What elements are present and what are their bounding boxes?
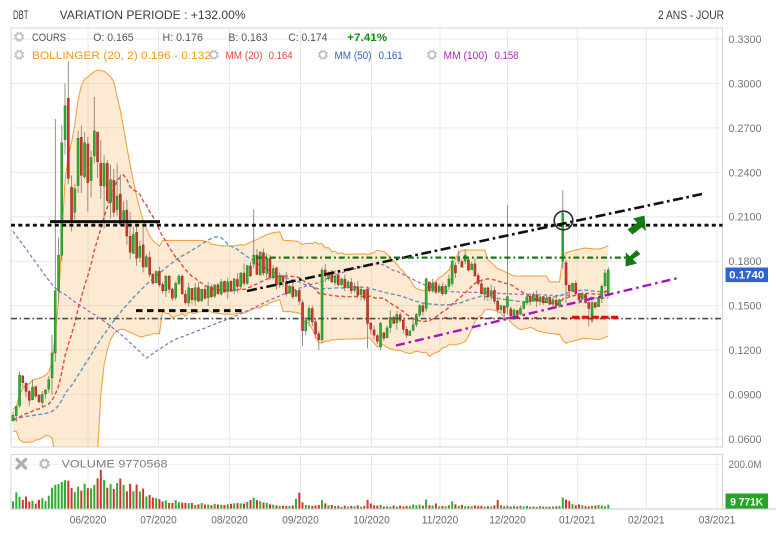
svg-text:0.2400: 0.2400 (729, 167, 762, 179)
svg-text:03/2021: 03/2021 (699, 515, 736, 527)
svg-text:0.1200: 0.1200 (729, 345, 762, 357)
svg-text:0.1740: 0.1740 (729, 270, 764, 282)
svg-text:COURS: COURS (32, 32, 66, 44)
svg-text:O: 0.165: O: 0.165 (93, 32, 133, 44)
svg-text:07/2020: 07/2020 (140, 515, 177, 527)
svg-text:MM (100): MM (100) (444, 50, 488, 62)
svg-text:0.161: 0.161 (379, 50, 403, 62)
svg-text:0.2100: 0.2100 (729, 212, 762, 224)
svg-text:08/2020: 08/2020 (211, 515, 248, 527)
svg-text:H: 0.176: H: 0.176 (163, 32, 203, 44)
svg-text:02/2021: 02/2021 (628, 515, 665, 527)
svg-text:0.158: 0.158 (495, 50, 519, 62)
svg-text:0.164: 0.164 (269, 50, 293, 62)
svg-text:0.3000: 0.3000 (729, 78, 762, 90)
svg-text:MM (20): MM (20) (226, 50, 263, 62)
svg-text:11/2020: 11/2020 (422, 515, 459, 527)
svg-text:06/2020: 06/2020 (70, 515, 107, 527)
svg-text:MM (50): MM (50) (335, 50, 372, 62)
svg-text:200.0M: 200.0M (729, 459, 762, 471)
svg-text:B: 0.163: B: 0.163 (228, 32, 267, 44)
svg-text:01/2021: 01/2021 (559, 515, 596, 527)
svg-text:C: 0.174: C: 0.174 (288, 32, 327, 44)
svg-text:VOLUME 9770568: VOLUME 9770568 (62, 459, 168, 471)
svg-text:0.0600: 0.0600 (729, 434, 762, 446)
svg-text:0.2700: 0.2700 (729, 123, 762, 135)
svg-text:VARIATION PERIODE : +132.00%: VARIATION PERIODE : +132.00% (60, 10, 246, 22)
svg-text:+7.41%: +7.41% (347, 32, 387, 44)
svg-text:2 ANS - JOUR: 2 ANS - JOUR (658, 10, 724, 22)
svg-text:BOLLINGER (20, 2) 0.196 - 0.1: BOLLINGER (20, 2) 0.196 - 0.132 (32, 50, 211, 62)
svg-text:DBT: DBT (13, 10, 29, 22)
svg-text:12/2020: 12/2020 (489, 515, 526, 527)
svg-text:09/2020: 09/2020 (282, 515, 319, 527)
svg-text:9 771K: 9 771K (730, 496, 763, 508)
svg-text:0.0900: 0.0900 (729, 389, 762, 401)
svg-text:0.3300: 0.3300 (729, 34, 762, 46)
svg-text:0.1500: 0.1500 (729, 301, 762, 313)
svg-text:0.1800: 0.1800 (729, 256, 762, 268)
svg-text:10/2020: 10/2020 (353, 515, 390, 527)
